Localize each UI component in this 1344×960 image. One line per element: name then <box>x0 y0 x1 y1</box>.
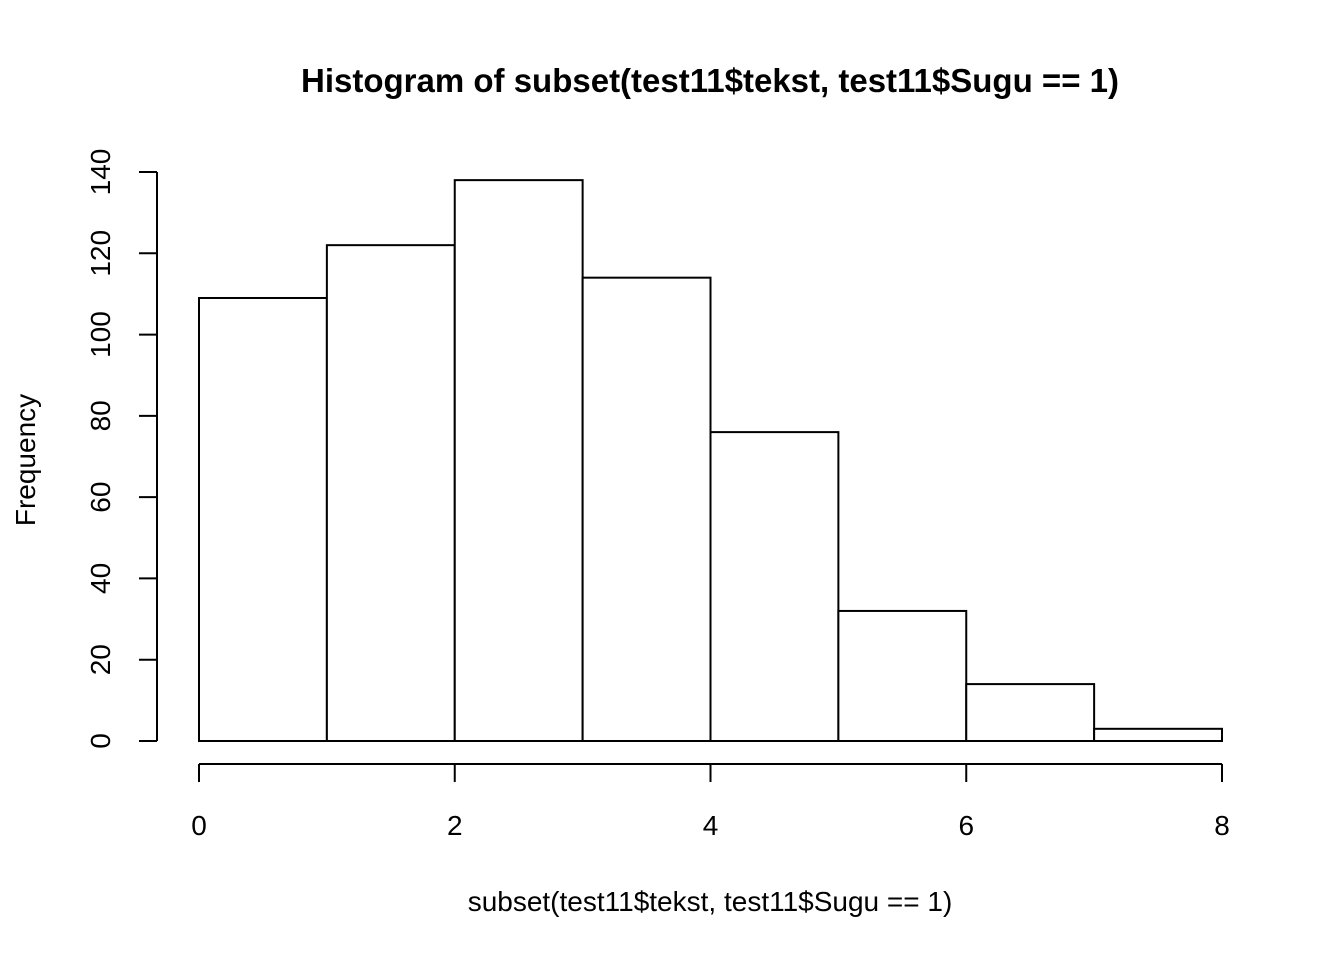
y-tick-label: 120 <box>85 230 116 277</box>
y-axis-label: Frequency <box>10 394 41 526</box>
x-tick-label: 2 <box>447 810 463 841</box>
y-tick-label: 140 <box>85 149 116 196</box>
histogram-bar <box>709 431 840 742</box>
histogram-bar <box>453 179 584 742</box>
y-tick-label: 100 <box>85 311 116 358</box>
histogram-bar <box>325 244 456 743</box>
x-axis-label: subset(test11$tekst, test11$Sugu == 1) <box>468 886 953 917</box>
histogram-bars <box>198 179 1223 743</box>
y-tick-label: 0 <box>85 733 116 749</box>
histogram-bar <box>581 276 712 742</box>
histogram-bar <box>1093 727 1223 742</box>
x-tick-label: 0 <box>191 810 207 841</box>
x-tick-label: 8 <box>1214 810 1230 841</box>
histogram-bar <box>198 296 328 742</box>
y-tick-label: 20 <box>85 644 116 675</box>
histogram-bar <box>965 683 1096 742</box>
y-tick-label: 60 <box>85 482 116 513</box>
y-tick-label: 80 <box>85 400 116 431</box>
chart-title: Histogram of subset(test11$tekst, test11… <box>301 62 1119 99</box>
x-axis: 0 2 4 6 8 <box>191 763 1230 841</box>
histogram-bar <box>837 609 968 743</box>
y-tick-label: 40 <box>85 563 116 594</box>
y-axis: 0 20 40 60 80 100 120 140 <box>85 149 158 749</box>
x-tick-label: 4 <box>703 810 719 841</box>
x-tick-label: 6 <box>958 810 974 841</box>
